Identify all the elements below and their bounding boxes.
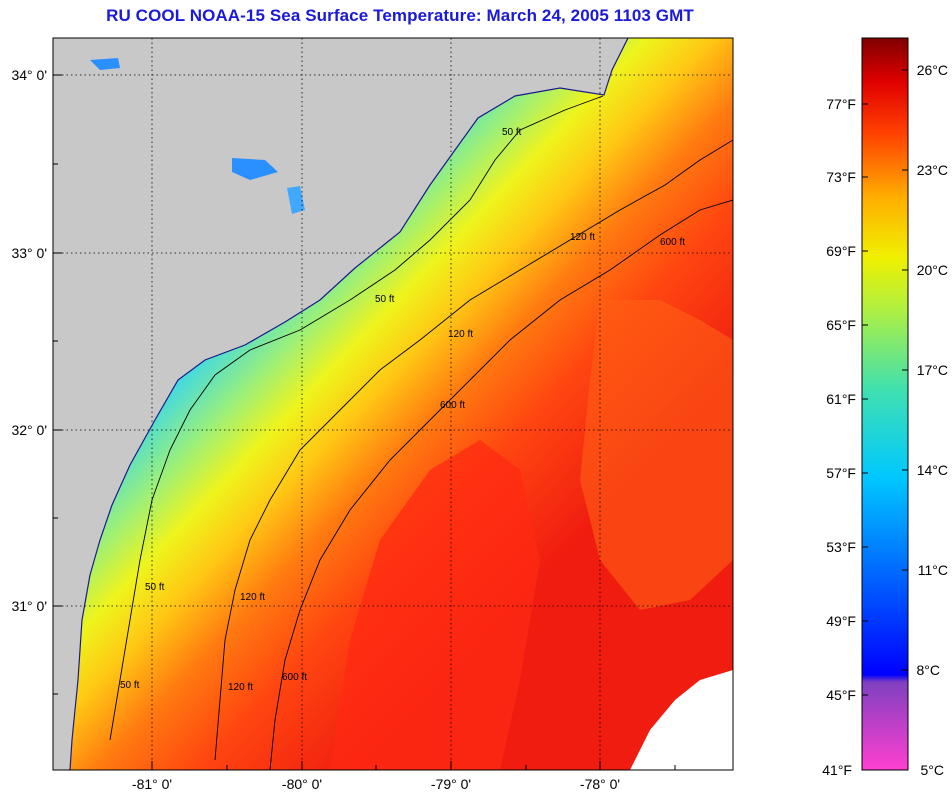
colorbar-gradient	[862, 38, 908, 770]
contour-label-600ft: 600 ft	[440, 400, 465, 411]
colorbar-f-label: 41°F	[822, 762, 852, 778]
colorbar-f-label: 77°F	[826, 96, 856, 112]
colorbar-frame	[861, 37, 909, 771]
colorbar-f-label: 65°F	[826, 317, 856, 333]
coastline	[69, 38, 629, 770]
colorbar-c-label: 20°C	[917, 262, 948, 278]
colorbar-c-label: 17°C	[917, 362, 948, 378]
colorbar-c-label: 11°C	[918, 562, 948, 578]
warm-eddy	[580, 300, 733, 610]
lon-label-80: -80° 0'	[282, 776, 322, 792]
contour-label-120ft: 120 ft	[240, 592, 265, 603]
colorbar-ticks	[862, 69, 908, 696]
map-frame	[52, 37, 734, 771]
map-panel: 50 ft 120 ft 600 ft 50 ft 120 ft 600 ft …	[53, 38, 733, 770]
latitude-ticks	[53, 74, 62, 695]
graticule	[53, 38, 733, 770]
colorbar-c-label: 14°C	[917, 462, 948, 478]
lat-label-33: 33° 0'	[11, 245, 47, 261]
map-title: RU COOL NOAA-15 Sea Surface Temperature:…	[106, 6, 694, 25]
colorbar-c-label: 8°C	[917, 662, 941, 678]
contour-600ft	[269, 199, 733, 770]
colorbar-f-label: 53°F	[826, 539, 856, 555]
contour-label-50ft: 50 ft	[145, 582, 165, 593]
contour-label-120ft: 120 ft	[228, 682, 253, 693]
colorbar-f-label: 49°F	[826, 613, 856, 629]
gulf-stream-core	[330, 440, 540, 770]
colorbar-f-label: 73°F	[826, 169, 856, 185]
contour-label-120ft: 120 ft	[570, 232, 595, 243]
colorbar-f-label: 61°F	[826, 391, 856, 407]
inland-lake	[90, 58, 120, 70]
contour-labels: 50 ft 120 ft 600 ft 50 ft 120 ft 600 ft …	[120, 127, 685, 693]
colorbar: 77°F 73°F 69°F 65°F 61°F 57°F 53°F 49°F …	[822, 37, 948, 778]
colorbar-f-label: 45°F	[826, 687, 856, 703]
lat-label-34: 34° 0'	[11, 67, 47, 83]
contour-120ft	[214, 139, 733, 761]
inland-lake	[232, 158, 278, 180]
contour-label-50ft: 50 ft	[375, 294, 395, 305]
colorbar-c-label: 23°C	[917, 162, 948, 178]
lat-label-32: 32° 0'	[11, 422, 47, 438]
lon-label-79: -79° 0'	[431, 776, 471, 792]
contour-label-50ft: 50 ft	[120, 680, 140, 691]
colorbar-c-label: 5°C	[921, 762, 945, 778]
contour-label-50ft: 50 ft	[502, 127, 522, 138]
cloud-mask	[630, 670, 733, 770]
lat-label-31: 31° 0'	[11, 598, 47, 614]
colorbar-f-label: 57°F	[826, 465, 856, 481]
colorbar-f-label: 69°F	[826, 243, 856, 259]
colorbar-c-label: 26°C	[917, 62, 948, 78]
lon-label-78: -78° 0'	[580, 776, 620, 792]
contour-label-600ft: 600 ft	[660, 237, 685, 248]
bathymetry-contours	[109, 95, 733, 770]
contour-label-120ft: 120 ft	[448, 329, 473, 340]
inland-lake	[287, 186, 305, 214]
longitude-ticks	[151, 761, 676, 770]
contour-label-600ft: 600 ft	[282, 672, 307, 683]
lon-label-81: -81° 0'	[132, 776, 172, 792]
contour-50ft	[109, 95, 604, 741]
